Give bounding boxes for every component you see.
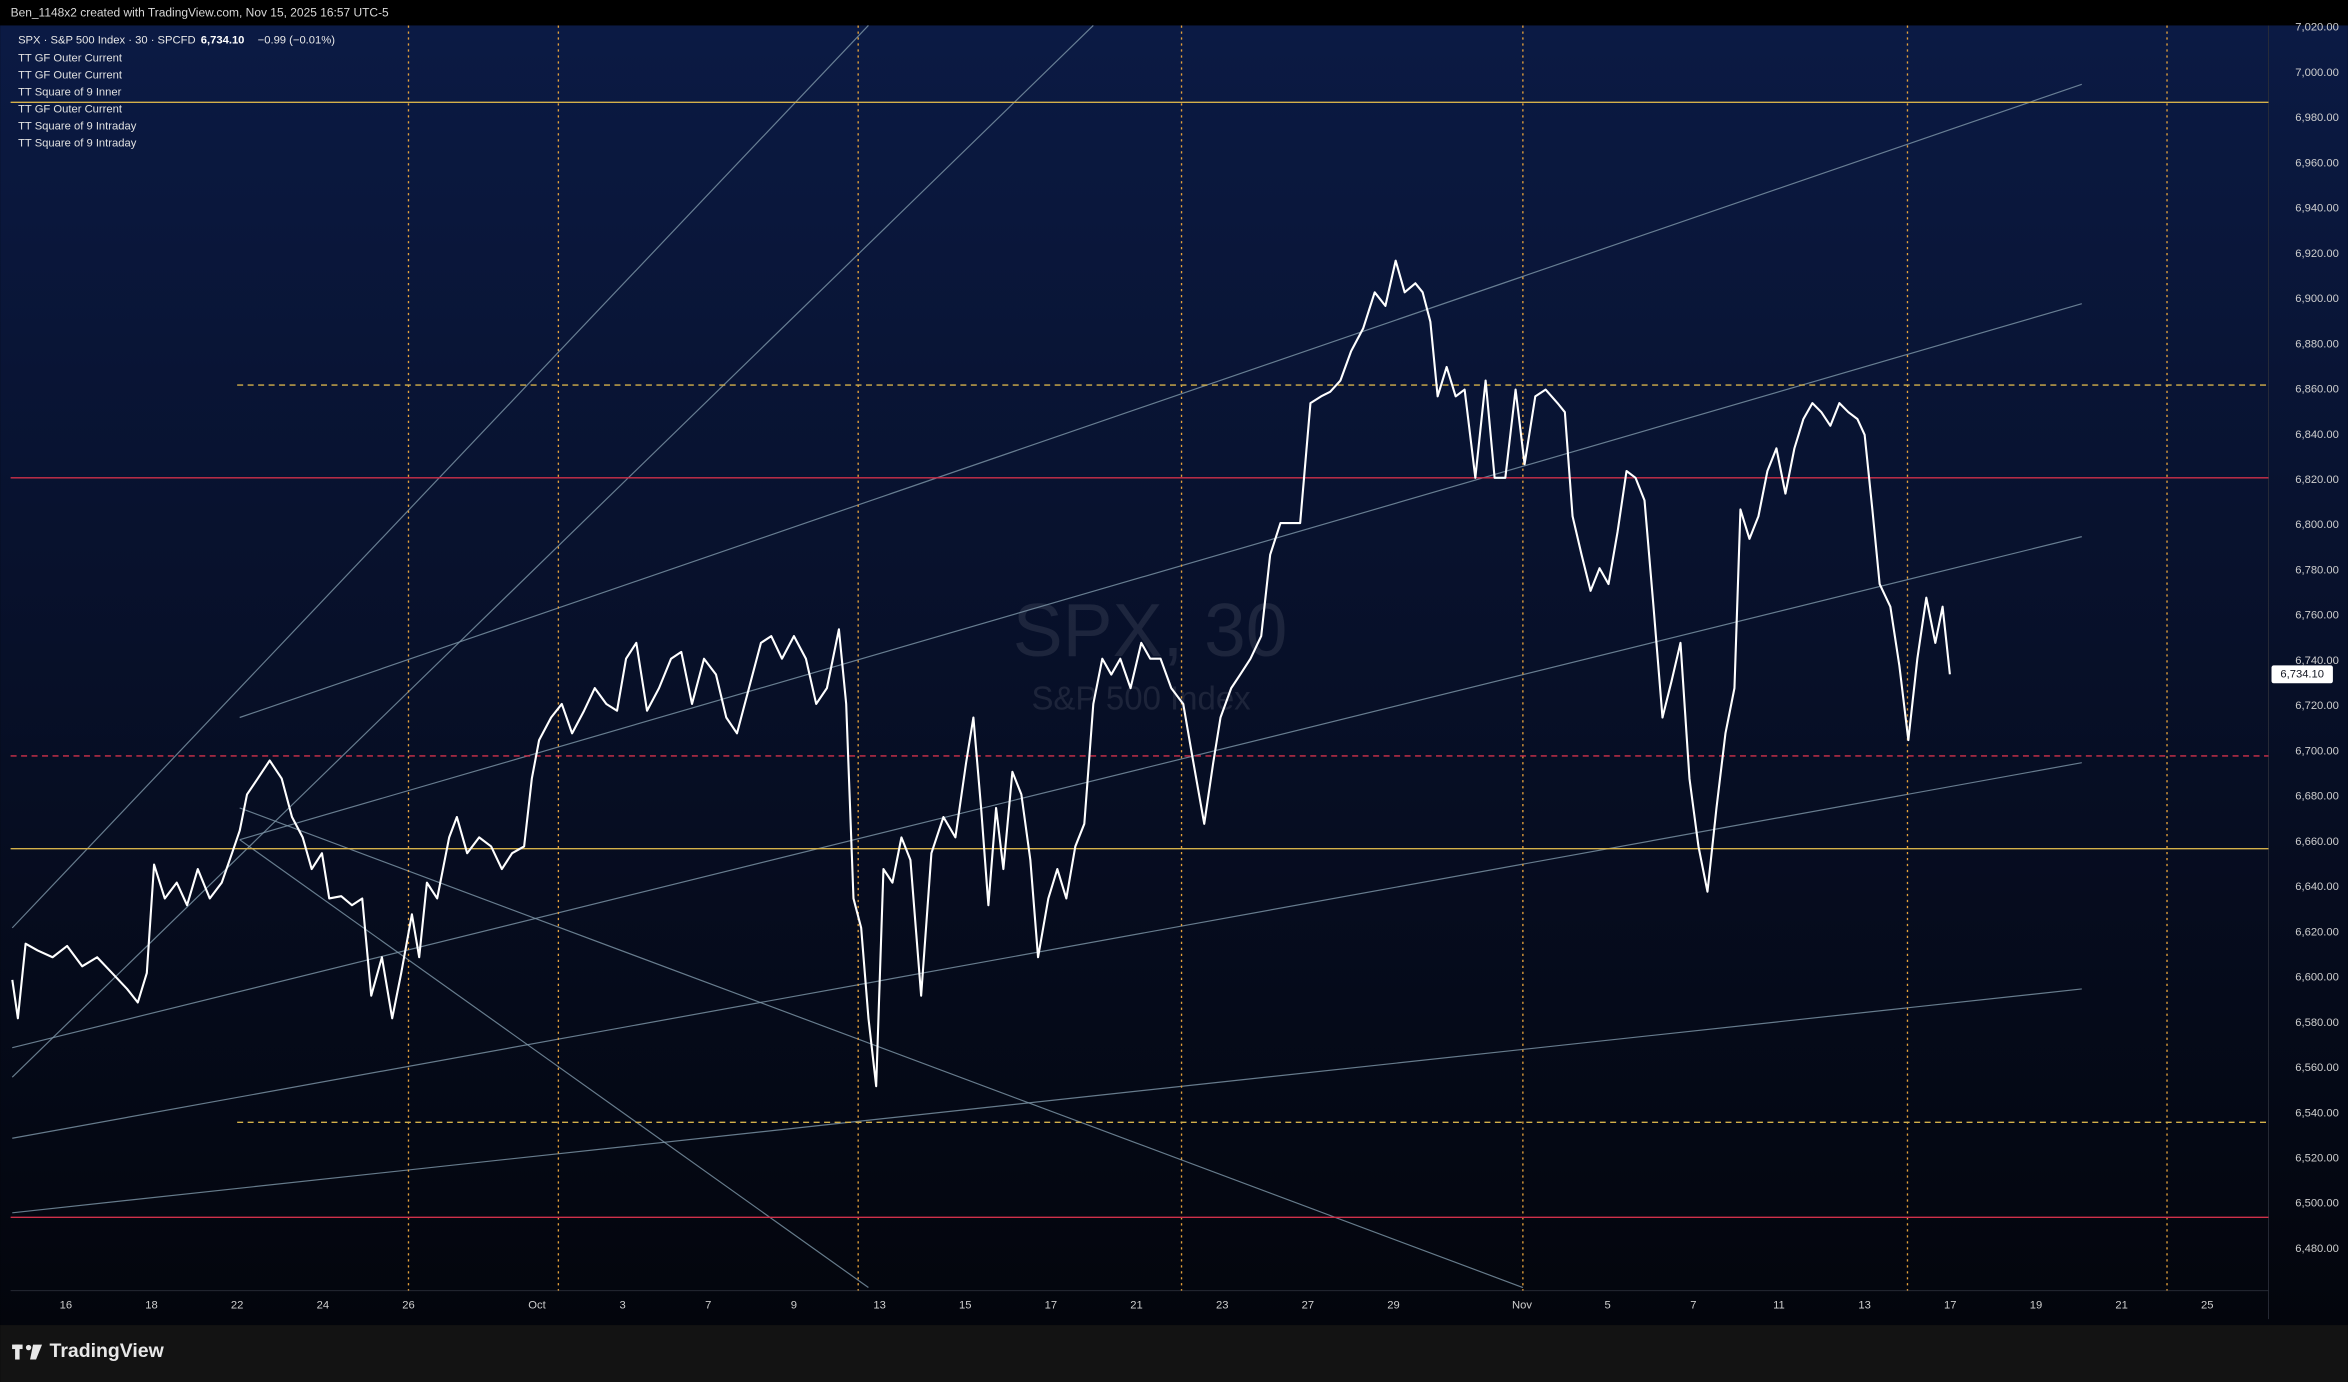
x-tick-label: 17 xyxy=(1944,1300,1956,1312)
indicator-line xyxy=(11,25,1094,1078)
x-tick-label: 7 xyxy=(705,1300,711,1312)
y-tick-label: 6,780.00 xyxy=(2295,564,2339,576)
price-tag xyxy=(2271,665,2333,684)
indicator-line xyxy=(239,839,869,1289)
y-tick-label: 6,880.00 xyxy=(2295,338,2339,350)
brand-name: TradingView xyxy=(50,1340,165,1362)
y-tick-label: 6,900.00 xyxy=(2295,293,2339,305)
y-tick-label: 6,660.00 xyxy=(2295,836,2339,848)
y-tick-label: 6,520.00 xyxy=(2295,1153,2339,1165)
legend-price: 6,734.10 xyxy=(201,34,245,46)
x-tick-label: 13 xyxy=(1858,1300,1870,1312)
x-tick-label: 19 xyxy=(2030,1300,2042,1312)
y-tick-label: 6,540.00 xyxy=(2295,1107,2339,1119)
x-tick-label: 23 xyxy=(1216,1300,1228,1312)
y-tick-label: 6,620.00 xyxy=(2295,926,2339,938)
indicator-line xyxy=(239,807,1524,1289)
y-tick-label: 6,580.00 xyxy=(2295,1017,2339,1029)
legend-indicator: TT Square of 9 Intraday xyxy=(18,138,137,150)
y-tick-label: 7,020.00 xyxy=(2295,22,2339,34)
x-tick-label: 13 xyxy=(873,1300,885,1312)
x-tick-label: 25 xyxy=(2201,1300,2213,1312)
indicator-line xyxy=(12,762,2082,1139)
y-tick-label: 6,980.00 xyxy=(2295,112,2339,124)
marks xyxy=(10,25,2269,1291)
x-tick-label: 22 xyxy=(231,1300,243,1312)
x-tick-label: 3 xyxy=(619,1300,625,1312)
y-tick-label: 6,640.00 xyxy=(2295,881,2339,893)
indicator-line xyxy=(239,303,2082,841)
y-tick-label: 6,680.00 xyxy=(2295,791,2339,803)
legend-indicator: TT Square of 9 Inner xyxy=(18,87,122,99)
y-tick-label: 6,700.00 xyxy=(2295,745,2339,757)
price-tag-label: 6,734.10 xyxy=(2280,668,2324,680)
x-tick-label: 27 xyxy=(1302,1300,1314,1312)
brand-logo xyxy=(12,1344,43,1360)
y-tick-label: 6,920.00 xyxy=(2295,248,2339,260)
y-tick-label: 6,800.00 xyxy=(2295,519,2339,531)
y-tick-label: 6,560.00 xyxy=(2295,1062,2339,1074)
footer xyxy=(0,1325,2348,1382)
x-tick-label: 18 xyxy=(145,1300,157,1312)
x-tick-label: 17 xyxy=(1045,1300,1057,1312)
x-tick-label: 11 xyxy=(1773,1300,1785,1312)
x-tick-label: 15 xyxy=(959,1300,971,1312)
x-tick-label: 21 xyxy=(1130,1300,1142,1312)
y-tick-label: 6,940.00 xyxy=(2295,203,2339,215)
x-tick-label: 24 xyxy=(317,1300,329,1312)
y-tick-label: 6,740.00 xyxy=(2295,655,2339,667)
x-tick-label: 9 xyxy=(791,1300,797,1312)
x-tick-label: 16 xyxy=(60,1300,72,1312)
x-tick-label: 29 xyxy=(1387,1300,1399,1312)
y-tick-label: 6,500.00 xyxy=(2295,1198,2339,1210)
y-tick-label: 6,820.00 xyxy=(2295,474,2339,486)
watermark-name: S&P 500 Index xyxy=(1031,679,1251,716)
x-tick-label: 21 xyxy=(2115,1300,2127,1312)
y-tick-label: 7,000.00 xyxy=(2295,67,2339,79)
plot-background xyxy=(0,25,2348,1326)
x-tick-label: 5 xyxy=(1605,1300,1611,1312)
y-tick-label: 6,960.00 xyxy=(2295,157,2339,169)
y-tick-label: 6,840.00 xyxy=(2295,429,2339,441)
legend-indicator: TT GF Outer Current xyxy=(18,69,123,81)
indicator-line xyxy=(239,83,2083,719)
indicator-line xyxy=(11,25,869,929)
header: Ben_1148x2 created with TradingView.com,… xyxy=(11,6,389,20)
legend-title: SPX · S&P 500 Index · 30 · SPCFD xyxy=(18,34,196,46)
price-line xyxy=(11,259,1951,1088)
y-tick-label: 6,760.00 xyxy=(2295,610,2339,622)
x-tick-label: 7 xyxy=(1690,1300,1696,1312)
x-tick-label: Oct xyxy=(528,1300,546,1312)
legend-indicator: TT GF Outer Current xyxy=(18,52,123,64)
y-tick-label: 6,480.00 xyxy=(2295,1243,2339,1255)
y-tick-label: 6,720.00 xyxy=(2295,700,2339,712)
indicator-line xyxy=(12,988,2082,1214)
legend-indicator: TT Square of 9 Intraday xyxy=(18,121,137,133)
legend-indicator: TT GF Outer Current xyxy=(18,104,123,116)
x-tick-label: Nov xyxy=(1512,1300,1532,1312)
y-tick-label: 6,600.00 xyxy=(2295,972,2339,984)
y-tick-label: 6,860.00 xyxy=(2295,384,2339,396)
legend-change: −0.99 (−0.01%) xyxy=(258,34,336,46)
x-tick-label: 26 xyxy=(402,1300,414,1312)
